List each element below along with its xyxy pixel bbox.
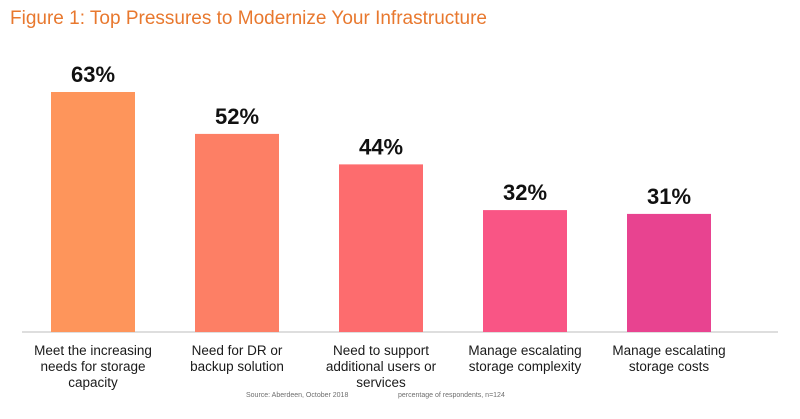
value-label-3: 44% (359, 134, 403, 159)
category-label-4: Manage escalating storage complexity (457, 343, 593, 375)
bar-2 (195, 133, 279, 332)
bar-5 (627, 213, 711, 332)
category-label-line: backup solution (190, 359, 284, 374)
bar-3 (339, 164, 423, 332)
value-label-4: 32% (503, 180, 547, 205)
value-label-1: 63% (71, 62, 115, 87)
category-label-3: Need to support additional users or servic… (313, 343, 449, 391)
chart-title: Figure 1: Top Pressures to Modernize You… (10, 8, 488, 29)
value-label-5: 31% (647, 184, 691, 209)
category-label-line: Need to support (332, 343, 430, 358)
category-label-line: Manage escalating (468, 343, 582, 358)
bar-4 (483, 210, 567, 332)
category-label-line: additional users or (325, 359, 437, 374)
value-label-2: 52% (215, 104, 259, 129)
respondents-note: percentage of respondents, n=124 (398, 392, 505, 399)
bar-1 (51, 92, 135, 332)
category-label-line: Manage escalating (612, 343, 726, 358)
category-label-line: capacity (68, 375, 118, 390)
category-label-line: services (356, 375, 406, 390)
category-label-5: Manage escalating storage costs (601, 343, 737, 375)
category-label-line: Meet the increasing (34, 343, 152, 358)
category-label-1: Meet the increasing needs for storage capa… (25, 343, 161, 391)
category-label-line: storage complexity (468, 359, 582, 374)
source-note: Source: Aberdeen, October 2018 (246, 392, 349, 399)
category-label-line: storage costs (628, 359, 710, 374)
category-label-2: Need for DR or backup solution (169, 343, 305, 375)
category-label-line: Need for DR or (191, 343, 283, 358)
category-label-line: needs for storage (40, 359, 146, 374)
